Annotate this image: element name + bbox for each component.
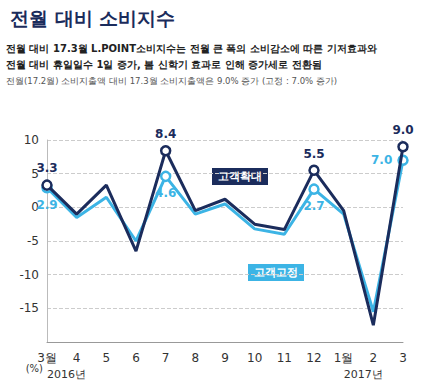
svg-text:고객확대: 고객확대: [218, 170, 262, 183]
svg-text:2017년: 2017년: [344, 368, 383, 381]
svg-text:-15: -15: [19, 301, 39, 315]
svg-text:전월 대비 17.3월 L.POINT소비지수는 전월 큰: 전월 대비 17.3월 L.POINT소비지수는 전월 큰 폭의 소비감소에 따…: [6, 43, 377, 54]
svg-text:5: 5: [103, 351, 111, 365]
svg-text:12: 12: [306, 351, 321, 365]
svg-text:전월 대비 휴일일수 1일 증가, 봄 신학기 효과로 인해: 전월 대비 휴일일수 1일 증가, 봄 신학기 효과로 인해 증가세로 전환됨: [6, 59, 322, 70]
svg-text:9: 9: [221, 351, 229, 365]
svg-text:전월 대비 소비지수: 전월 대비 소비지수: [10, 7, 175, 29]
svg-text:전월(17.2월) 소비지출액 대비 17.3월 소비지출액: 전월(17.2월) 소비지출액 대비 17.3월 소비지출액은 9.0% 증가 …: [6, 76, 337, 86]
svg-text:2016년: 2016년: [47, 368, 86, 381]
svg-text:9.0: 9.0: [392, 123, 413, 137]
svg-text:11: 11: [277, 351, 292, 365]
svg-text:1월: 1월: [334, 351, 354, 365]
svg-text:3월: 3월: [37, 351, 57, 365]
svg-text:7.0: 7.0: [371, 153, 392, 167]
svg-text:7: 7: [162, 351, 170, 365]
svg-text:3: 3: [399, 351, 407, 365]
svg-text:8.4: 8.4: [155, 127, 176, 141]
svg-text:2: 2: [370, 351, 378, 365]
svg-text:고객고정: 고객고정: [254, 266, 298, 279]
svg-text:0: 0: [31, 200, 39, 215]
svg-text:2.9: 2.9: [36, 198, 57, 212]
svg-text:2.7: 2.7: [303, 199, 324, 213]
svg-text:10: 10: [247, 351, 262, 365]
svg-text:-10: -10: [19, 268, 39, 282]
svg-text:-5: -5: [27, 234, 39, 248]
svg-text:8: 8: [192, 351, 200, 365]
svg-text:5: 5: [31, 166, 39, 181]
svg-text:5.5: 5.5: [303, 147, 324, 161]
svg-text:3.3: 3.3: [36, 161, 57, 175]
svg-text:4.6: 4.6: [155, 186, 176, 200]
svg-text:10: 10: [24, 133, 39, 147]
svg-text:(%): (%): [26, 363, 43, 374]
svg-text:4: 4: [73, 351, 81, 365]
svg-text:6: 6: [132, 351, 140, 365]
